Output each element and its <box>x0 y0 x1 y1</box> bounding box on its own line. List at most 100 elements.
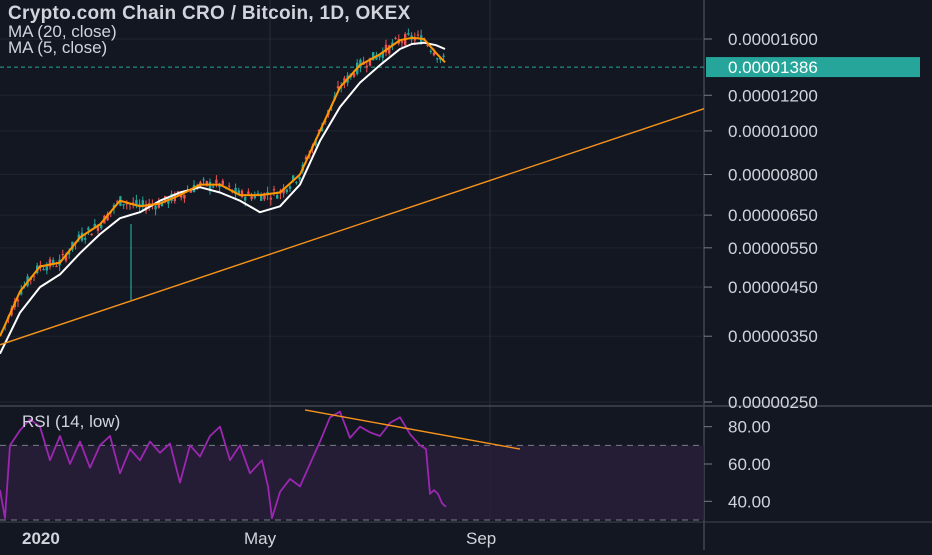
candle-body <box>20 290 23 295</box>
candle-body <box>384 44 388 53</box>
candle-body <box>317 130 320 132</box>
rsi-legend: RSI (14, low) <box>22 412 121 431</box>
rsi-band <box>0 445 704 520</box>
candle-body <box>426 44 429 47</box>
candle-body <box>237 190 240 196</box>
candle-body <box>432 52 436 56</box>
candle-body <box>352 73 356 77</box>
candle-body <box>45 266 48 271</box>
candle-body <box>61 254 64 256</box>
candle-body <box>407 32 410 35</box>
candle-body <box>77 234 80 240</box>
price-trendline <box>0 108 705 346</box>
candle-body <box>234 187 237 195</box>
candle-body <box>320 127 324 132</box>
candle-body <box>276 195 279 199</box>
candle-body <box>64 254 68 261</box>
price-axis-panel <box>704 0 932 550</box>
candle-body <box>100 224 103 229</box>
candle-body <box>416 34 420 36</box>
time-tick-label: 2020 <box>22 529 60 548</box>
candle-body <box>372 52 375 61</box>
candle-body <box>240 190 244 197</box>
price-tick-label: 0.00001000 <box>728 122 818 141</box>
ma5-line <box>0 36 446 337</box>
candle-body <box>215 179 218 184</box>
rsi-trendline <box>304 409 521 450</box>
candle-body <box>212 186 215 188</box>
candle-body <box>282 188 285 194</box>
candle-body <box>292 175 295 181</box>
rsi-tick-label: 80.00 <box>728 418 771 437</box>
last-price-tag <box>706 57 920 78</box>
candle-body <box>48 259 52 267</box>
price-tick-label: 0.00001600 <box>728 30 818 49</box>
candle-body <box>436 58 439 60</box>
candle-body <box>90 233 93 236</box>
candle-body <box>298 176 301 180</box>
candle-body <box>429 50 432 52</box>
candle-body <box>388 45 391 54</box>
candle-body <box>375 55 378 60</box>
candle-body <box>368 57 372 66</box>
candle-body <box>16 299 20 302</box>
candle-body <box>260 195 263 201</box>
price-tick-label: 0.00000800 <box>728 166 818 185</box>
candle-body <box>378 54 381 58</box>
candle-body <box>160 202 164 207</box>
candle-body <box>247 191 250 194</box>
candle-body <box>122 203 125 206</box>
candle-body <box>221 180 224 185</box>
candle-body <box>32 275 36 277</box>
candle-body <box>84 238 87 240</box>
candle-body <box>228 185 231 187</box>
candle-body <box>250 195 253 200</box>
candle-body <box>135 199 138 206</box>
price-tick-label: 0.00000450 <box>728 278 818 297</box>
candle-body <box>138 203 141 207</box>
candle-body <box>244 196 247 201</box>
candle-body <box>253 194 256 199</box>
price-tick-label: 0.00001200 <box>728 86 818 105</box>
candle-body <box>288 186 292 189</box>
candle-body <box>141 200 144 206</box>
ma5-legend: MA (5, close) <box>8 38 108 57</box>
candle-body <box>87 227 90 231</box>
time-tick-label: May <box>244 529 277 548</box>
candle-body <box>285 189 288 193</box>
candle-body <box>106 213 109 221</box>
price-tick-label: 0.00000550 <box>728 239 818 258</box>
rsi-tick-label: 40.00 <box>728 492 771 511</box>
price-tick-label: 0.00000350 <box>728 327 818 346</box>
candle-body <box>42 269 45 271</box>
candle-body <box>180 194 183 198</box>
candle-body <box>202 179 205 181</box>
rsi-tick-label: 60.00 <box>728 455 771 474</box>
candle-body <box>391 42 394 46</box>
candle-body <box>263 193 266 200</box>
chart-title: Crypto.com Chain CRO / Bitcoin, 1D, OKEX <box>8 3 411 24</box>
candle-body <box>183 194 186 199</box>
candle-body <box>381 51 384 58</box>
candle-body <box>272 189 276 191</box>
last-price-label: 0.00001386 <box>728 58 818 77</box>
candle-body <box>343 78 346 84</box>
candle-body <box>55 266 58 268</box>
candle-body <box>205 181 208 186</box>
candle-body <box>52 259 55 265</box>
candle-body <box>394 37 397 39</box>
candle-body <box>68 252 71 255</box>
ma20-line <box>0 41 446 355</box>
candle-body <box>170 193 173 201</box>
candle-body <box>96 225 100 232</box>
candle-body <box>199 181 202 185</box>
candle-body <box>116 201 119 203</box>
candle-body <box>125 203 128 205</box>
price-tick-label: 0.00000650 <box>728 206 818 225</box>
candle-body <box>93 223 96 228</box>
candle-body <box>365 65 368 68</box>
rsi-line <box>0 410 447 519</box>
ma20-legend: MA (20, close) <box>8 22 117 41</box>
